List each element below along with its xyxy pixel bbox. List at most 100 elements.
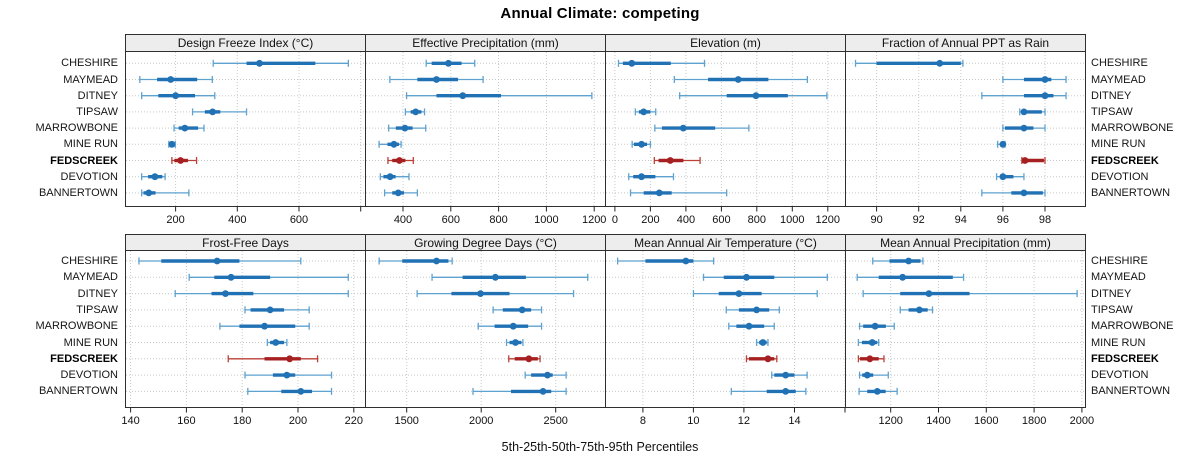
site-label-left: TIPSAW [76, 303, 118, 316]
percentile-glyph [872, 257, 924, 265]
x-tick-label: 98 [1039, 214, 1051, 226]
median-dot [272, 339, 280, 346]
median-dot [873, 388, 881, 395]
percentile-glyph [138, 257, 302, 265]
x-tick-label: 10 [687, 415, 699, 427]
x-tick-label: 1000 [534, 214, 558, 226]
percentile-glyph [388, 124, 427, 132]
median-dot [266, 306, 274, 314]
median-dot [222, 290, 229, 297]
percentile-glyph [379, 173, 410, 181]
median-dot [209, 108, 217, 116]
site-label-right: CHESHIRE [1091, 255, 1148, 267]
site-label-left: DEVOTION [60, 170, 118, 183]
x-tick-label: 1400 [926, 415, 950, 427]
median-dot [735, 290, 743, 297]
median-dot [401, 124, 409, 132]
percentile-glyph [981, 92, 1067, 100]
percentile-glyph [654, 124, 750, 132]
percentile-glyph [1019, 108, 1046, 116]
percentile-glyph [858, 371, 889, 379]
x-tick-label: 400 [394, 214, 412, 226]
x-tick-label: 1200 [816, 214, 840, 226]
panel-header: Mean Annual Precipitation (mm) [845, 234, 1086, 251]
median-dot [764, 355, 772, 363]
site-label-right: BANNERTOWN [1091, 385, 1171, 398]
median-dot [640, 108, 648, 116]
median-dot [261, 322, 268, 330]
percentile-glyph [212, 59, 349, 67]
percentile-glyph [168, 140, 176, 148]
percentile-glyph [425, 59, 476, 67]
site-label-left: BANNERTOWN [38, 186, 118, 199]
median-dot [753, 306, 760, 314]
median-dot [177, 157, 184, 164]
median-dot [666, 157, 674, 164]
median-dot [863, 371, 871, 379]
percentile-glyph [416, 290, 575, 298]
median-dot [445, 59, 452, 67]
median-dot [915, 306, 923, 314]
median-dot [1020, 124, 1028, 132]
percentile-glyph [171, 157, 198, 164]
percentile-glyph [858, 322, 895, 330]
percentile-glyph [745, 355, 778, 363]
percentile-glyph [139, 76, 213, 83]
x-tick-label: 600 [442, 214, 460, 226]
median-dot [871, 322, 879, 330]
median-dot [745, 322, 753, 330]
median-dot [151, 173, 159, 181]
percentile-glyph [1002, 76, 1067, 83]
percentile-glyph [730, 387, 807, 395]
site-label-left: DEVOTION [60, 369, 118, 382]
percentile-glyph [266, 339, 288, 346]
median-dot [743, 273, 750, 281]
median-dot [759, 339, 767, 346]
percentile-glyph [702, 273, 828, 281]
percentile-glyph [628, 173, 675, 181]
percentile-glyph [981, 189, 1046, 197]
percentile-glyph [173, 124, 205, 132]
panel-header: Growing Degree Days (°C) [365, 234, 606, 251]
median-dot [1041, 76, 1049, 83]
percentile-glyph [383, 189, 419, 197]
median-dot [459, 92, 467, 100]
site-label-left: MARROWBONE [35, 320, 119, 333]
median-dot [145, 189, 153, 197]
site-label-left: FEDSCREEK [50, 352, 118, 365]
percentile-glyph [505, 339, 524, 346]
percentile-glyph [634, 108, 657, 116]
x-tick-label: 1200 [582, 214, 606, 226]
percentile-glyph [857, 339, 880, 346]
site-label-left: MINE RUN [63, 336, 118, 349]
site-label-left: MAYMEAD [63, 73, 118, 86]
percentile-glyph [995, 173, 1025, 181]
median-dot [227, 273, 235, 281]
x-tick-label: 200 [289, 415, 307, 427]
median-dot [518, 306, 526, 314]
panel-border [845, 250, 1086, 408]
x-tick-label: 400 [677, 214, 695, 226]
x-tick-label: 160 [177, 415, 195, 427]
median-dot [752, 92, 760, 100]
panel-header: Mean Annual Air Temperature (°C) [605, 234, 846, 251]
percentile-glyph [378, 140, 402, 148]
site-label-right: DITNEY [1091, 287, 1132, 300]
median-dot [386, 173, 394, 181]
x-tick-label: 600 [712, 214, 730, 226]
percentile-glyph [854, 59, 964, 67]
percentile-glyph [524, 371, 567, 379]
x-tick-label: 180 [233, 415, 251, 427]
x-tick-label: 1200 [878, 415, 902, 427]
median-dot [297, 388, 305, 395]
site-label-right: DEVOTION [1091, 170, 1149, 183]
percentile-glyph [653, 157, 701, 164]
median-dot [868, 339, 876, 346]
median-dot [1041, 92, 1049, 100]
median-dot [509, 322, 517, 330]
percentile-glyph [1002, 124, 1046, 132]
x-tick-label: 96 [997, 214, 1009, 226]
percentile-glyph [244, 371, 333, 379]
median-dot [866, 355, 874, 363]
